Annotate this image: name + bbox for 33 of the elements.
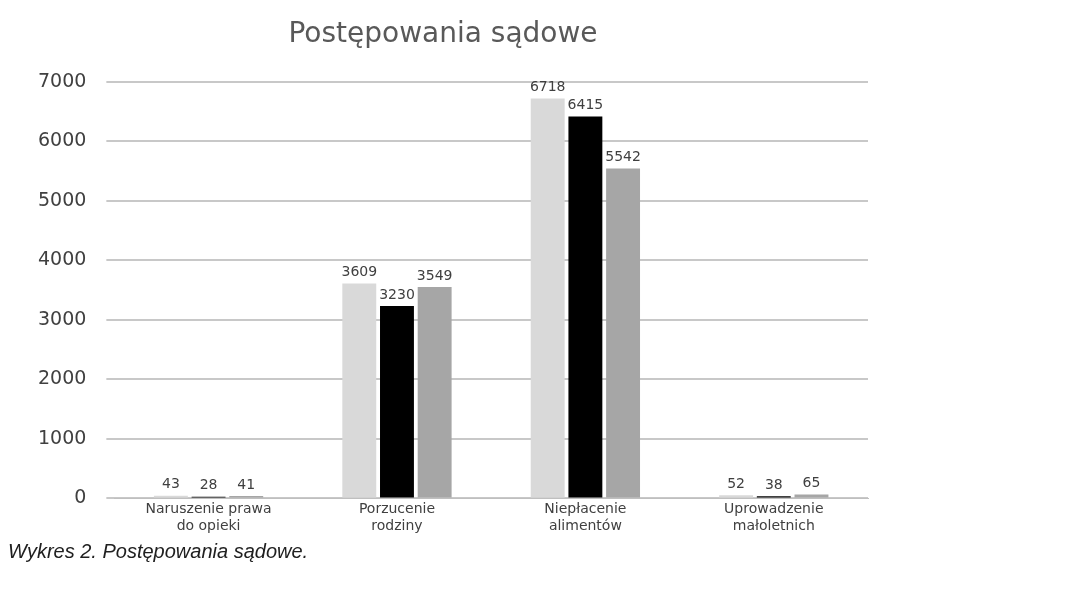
x-tick-label: Uprowadzenie małoletnich [724, 500, 824, 534]
data-label: 28 [199, 476, 218, 493]
data-label: 3230 [379, 285, 415, 302]
data-label: 3609 [341, 263, 378, 280]
y-tick-label: 0 [74, 485, 87, 508]
y-tick-label: 4000 [37, 247, 87, 270]
data-label: 38 [764, 475, 783, 492]
y-tick-label: 5000 [37, 187, 87, 210]
bar [568, 116, 603, 498]
y-tick-label: 3000 [37, 306, 87, 329]
y-tick-label: 7000 [37, 68, 87, 91]
data-label: 6718 [529, 78, 566, 95]
bar [380, 306, 414, 498]
text: Wykres 2. Postępowania sądowe. [8, 540, 310, 563]
data-label: 43 [161, 475, 180, 492]
data-label: 52 [727, 474, 746, 491]
bar [417, 287, 452, 498]
data-label: 5542 [605, 148, 641, 165]
x-tick-label: Naruszenie prawa do opieki [145, 500, 272, 534]
data-label: 41 [237, 475, 256, 492]
bar [606, 168, 641, 498]
x-tick-label: Niepłacenie alimentów [544, 500, 627, 534]
y-tick-label: 6000 [37, 128, 87, 151]
y-tick-label: 1000 [37, 425, 87, 448]
data-label: 6415 [567, 96, 604, 113]
y-tick-label: 2000 [37, 366, 87, 389]
bar [719, 495, 754, 498]
chart-title: Postępowania sądowe [288, 16, 598, 50]
bar [530, 98, 565, 498]
data-label: 65 [802, 474, 821, 491]
bar [342, 283, 377, 498]
x-tick-label: Porzucenie rodziny [358, 500, 436, 534]
data-label: 3549 [416, 266, 453, 283]
